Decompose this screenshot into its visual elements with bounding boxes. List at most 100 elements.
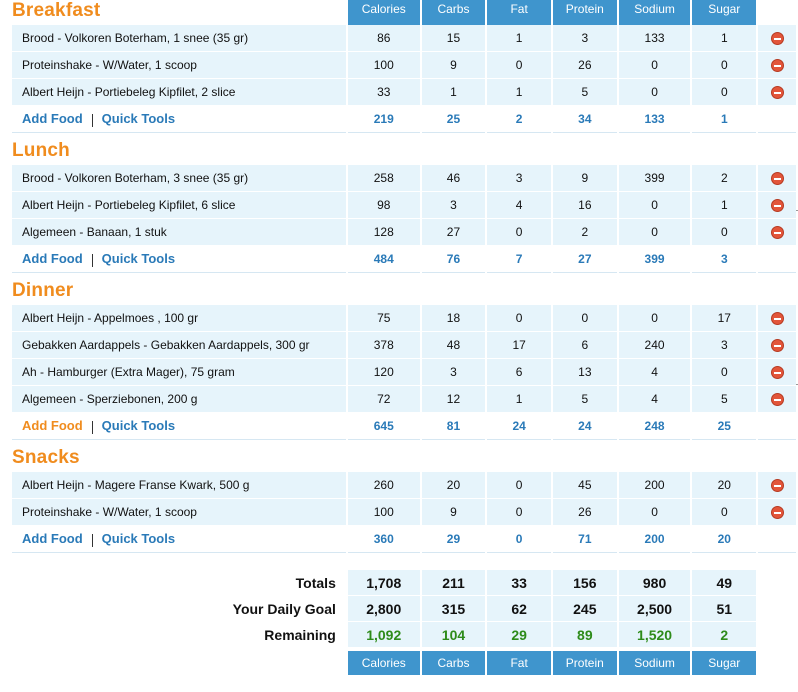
food-fat: 0	[487, 472, 551, 499]
remove-circle-icon[interactable]	[770, 199, 784, 213]
food-carbs: 27	[421, 219, 486, 246]
meal-total-fat: 0	[487, 526, 551, 553]
remove-circle-icon[interactable]	[770, 366, 784, 380]
food-row: Ah - Hamburger (Extra Mager), 75 gram 120…	[12, 359, 796, 386]
footer-column-fat: Fat	[487, 648, 551, 675]
remove-circle-icon[interactable]	[770, 226, 784, 240]
food-row: Brood - Volkoren Boterham, 3 snee (35 gr…	[12, 165, 796, 192]
summary-row: Remaining 1,092 104 29 89 1,520 2	[12, 622, 796, 648]
add-food-link[interactable]: Add Food	[22, 251, 83, 267]
delete-cell	[758, 219, 796, 246]
header-spacer	[553, 273, 617, 305]
food-name[interactable]: Albert Heijn - Portiebeleg Kipfilet, 2 s…	[12, 79, 346, 106]
quick-tools-link[interactable]: Quick Tools	[101, 251, 176, 267]
food-sugar: 1	[692, 192, 757, 219]
meal-total-sugar: 1	[692, 106, 757, 133]
food-name[interactable]: Albert Heijn - Appelmoes , 100 gr	[12, 305, 346, 332]
remove-circle-icon[interactable]	[770, 86, 784, 100]
food-fat: 0	[487, 219, 551, 246]
meal-summary-row: Add Food Quick Tools 219 25 2 34 133 1	[12, 106, 796, 133]
food-name[interactable]: Proteinshake - W/Water, 1 scoop	[12, 52, 346, 79]
meal-total-carbs: 81	[421, 413, 486, 440]
food-calories: 258	[347, 165, 420, 192]
food-protein: 6	[552, 332, 617, 359]
meal-total-sodium: 133	[618, 106, 691, 133]
summary-sugar: 2	[692, 622, 757, 648]
quick-tools-link[interactable]: Quick Tools	[101, 531, 176, 547]
food-protein: 0	[552, 305, 617, 332]
remove-circle-icon[interactable]	[770, 506, 784, 520]
summary-label: Your Daily Goal	[232, 601, 336, 617]
food-calories: 75	[347, 305, 420, 332]
food-row: Albert Heijn - Portiebeleg Kipfilet, 2 s…	[12, 79, 796, 106]
remove-circle-icon[interactable]	[770, 339, 784, 353]
remove-circle-icon[interactable]	[770, 393, 784, 407]
summary-calories: 2,800	[347, 596, 420, 622]
add-food-link[interactable]: Add Food	[22, 418, 83, 434]
quick-tools-link[interactable]: Quick Tools	[101, 418, 176, 434]
food-name[interactable]: Brood - Volkoren Boterham, 1 snee (35 gr…	[12, 25, 346, 52]
food-name[interactable]: Ah - Hamburger (Extra Mager), 75 gram	[12, 359, 346, 386]
delete-cell	[758, 332, 796, 359]
meal-total-calories: 645	[347, 413, 420, 440]
food-name[interactable]: Albert Heijn - Magere Franse Kwark, 500 …	[12, 472, 346, 499]
footer-column-carbs: Carbs	[421, 648, 486, 675]
food-fat: 1	[487, 25, 551, 52]
delete-cell	[758, 192, 796, 219]
header-spacer	[487, 440, 551, 472]
summary-fat: 62	[487, 596, 551, 622]
remove-circle-icon[interactable]	[770, 479, 784, 493]
food-protein: 5	[552, 386, 617, 413]
food-carbs: 12	[421, 386, 486, 413]
remove-circle-icon[interactable]	[770, 32, 784, 46]
meal-total-sugar: 25	[692, 413, 757, 440]
header-spacer	[487, 133, 551, 165]
food-row: Proteinshake - W/Water, 1 scoop 100 9 0 26 0 0	[12, 52, 796, 79]
column-header-calories: Calories	[347, 0, 420, 25]
food-sodium: 0	[618, 79, 691, 106]
header-spacer	[422, 440, 486, 472]
add-food-link[interactable]: Add Food	[22, 111, 83, 127]
summary-sugar: 49	[692, 570, 757, 596]
food-calories: 72	[347, 386, 420, 413]
food-sodium: 0	[618, 52, 691, 79]
food-row: Brood - Volkoren Boterham, 1 snee (35 gr…	[12, 25, 796, 52]
header-spacer	[553, 133, 617, 165]
food-sugar: 17	[692, 305, 757, 332]
food-sugar: 1	[692, 25, 757, 52]
quick-tools-link[interactable]: Quick Tools	[101, 111, 176, 127]
summary-calories: 1,092	[347, 622, 420, 648]
meal-summary-row: Add Food Quick Tools 360 29 0 71 200 20	[12, 526, 796, 553]
remove-circle-icon[interactable]	[770, 59, 784, 73]
food-name[interactable]: Gebakken Aardappels - Gebakken Aardappel…	[12, 332, 346, 359]
food-calories: 33	[347, 79, 420, 106]
food-name[interactable]: Algemeen - Sperziebonen, 200 g	[12, 386, 346, 413]
meal-total-fat: 2	[487, 106, 551, 133]
delete-cell	[758, 386, 796, 413]
food-carbs: 18	[421, 305, 486, 332]
food-sodium: 0	[618, 499, 691, 526]
meal-header-row: Lunch	[12, 133, 796, 165]
footer-column-protein: Protein	[552, 648, 617, 675]
food-name[interactable]: Brood - Volkoren Boterham, 3 snee (35 gr…	[12, 165, 346, 192]
summary-sodium: 2,500	[618, 596, 691, 622]
food-name[interactable]: Albert Heijn - Portiebeleg Kipfilet, 6 s…	[12, 192, 346, 219]
food-carbs: 15	[421, 25, 486, 52]
food-name[interactable]: Proteinshake - W/Water, 1 scoop	[12, 499, 346, 526]
meal-total-carbs: 25	[421, 106, 486, 133]
add-food-link[interactable]: Add Food	[22, 531, 83, 547]
food-sugar: 0	[692, 52, 757, 79]
remove-circle-icon[interactable]	[770, 312, 784, 326]
column-header-sodium: Sodium	[618, 0, 691, 25]
food-protein: 26	[552, 52, 617, 79]
header-spacer	[487, 273, 551, 305]
header-spacer	[758, 133, 796, 165]
food-name[interactable]: Algemeen - Banaan, 1 stuk	[12, 219, 346, 246]
food-sodium: 4	[618, 386, 691, 413]
summary-fat: 33	[487, 570, 551, 596]
food-sodium: 4	[618, 359, 691, 386]
food-row: Albert Heijn - Portiebeleg Kipfilet, 6 s…	[12, 192, 796, 219]
delete-cell	[758, 165, 796, 192]
remove-circle-icon[interactable]	[770, 172, 784, 186]
header-spacer	[619, 273, 691, 305]
